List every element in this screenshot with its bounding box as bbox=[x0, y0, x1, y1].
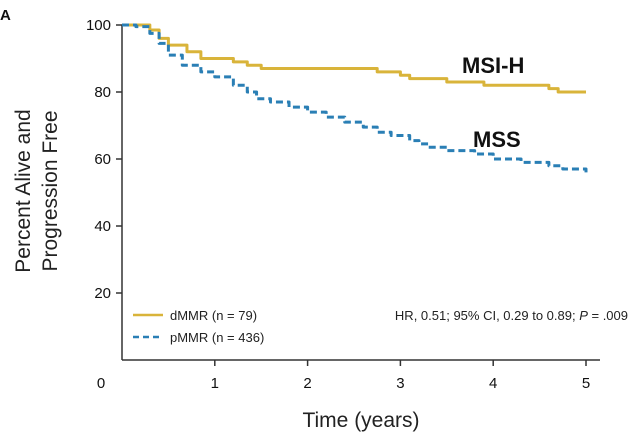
x-tick-label-2: 2 bbox=[303, 375, 311, 392]
x-tick-label-0: 0 bbox=[97, 375, 105, 392]
y-tick-label-0: 20 bbox=[94, 285, 111, 302]
stat-p-value: = .009 bbox=[588, 308, 628, 323]
x-tick-label-4: 4 bbox=[489, 375, 497, 392]
x-tick-label-3: 3 bbox=[396, 375, 404, 392]
stat-prefix: HR, 0.51; 95% CI, 0.29 to 0.89; bbox=[395, 308, 579, 323]
y-axis-title-line-1: Percent Alive and bbox=[12, 109, 35, 272]
x-axis-title: Time (years) bbox=[302, 409, 419, 432]
x-ticks: 0 1 2 3 4 5 bbox=[97, 360, 590, 392]
y-tick-label-2: 60 bbox=[94, 151, 111, 168]
y-tick-label-3: 80 bbox=[94, 84, 111, 101]
legend: dMMR (n = 79) pMMR (n = 436) bbox=[133, 308, 264, 345]
hazard-ratio-text: HR, 0.51; 95% CI, 0.29 to 0.89; P = .009 bbox=[395, 308, 628, 323]
y-axis-title: Percent Alive and Progression Free bbox=[12, 109, 62, 272]
msih-annotation: MSI-H bbox=[462, 53, 524, 78]
series-line-pmmr bbox=[122, 23, 588, 173]
x-tick-label-5: 5 bbox=[582, 375, 590, 392]
mss-annotation: MSS bbox=[473, 127, 521, 152]
y-axis-title-line-2: Progression Free bbox=[39, 110, 62, 271]
series-layer bbox=[122, 23, 588, 173]
y-tick-label-4: 100 bbox=[86, 17, 111, 34]
x-tick-label-1: 1 bbox=[211, 375, 219, 392]
panel-label: A bbox=[0, 7, 11, 24]
y-ticks: 20 40 60 80 100 bbox=[86, 17, 122, 302]
series-line-dmmr bbox=[122, 23, 586, 94]
legend-label-dmmr: dMMR (n = 79) bbox=[170, 308, 257, 323]
legend-label-pmmr: pMMR (n = 436) bbox=[170, 330, 264, 345]
y-tick-label-1: 40 bbox=[94, 218, 111, 235]
stat-p-label: P bbox=[579, 308, 588, 323]
